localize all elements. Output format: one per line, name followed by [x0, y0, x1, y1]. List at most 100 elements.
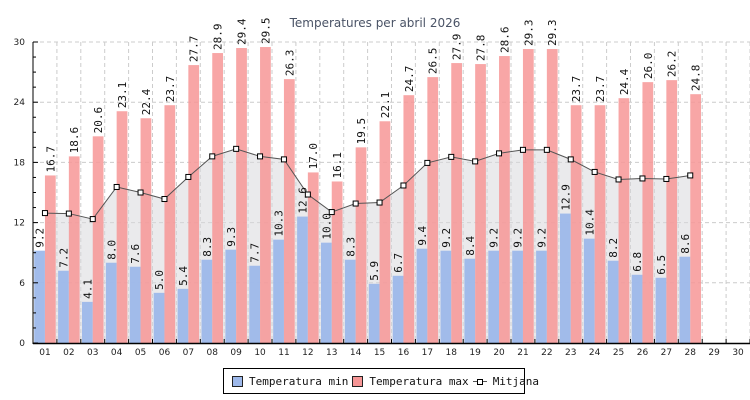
label-min-18: 9.2 — [440, 228, 453, 248]
bar-max-05 — [140, 118, 152, 344]
bar-min-08 — [201, 259, 213, 343]
mean-marker-15 — [376, 199, 383, 206]
x-tick-label-27: 27 — [661, 348, 672, 358]
bar-max-15 — [379, 121, 391, 343]
bar-max-17 — [427, 77, 439, 343]
x-tick-label-07: 07 — [183, 348, 194, 358]
x-tick-label-09: 09 — [230, 348, 242, 358]
x-tick-label-23: 23 — [565, 348, 576, 358]
mean-marker-26 — [639, 175, 646, 182]
x-tick-label-04: 04 — [111, 348, 123, 358]
label-min-13: 10.0 — [320, 213, 333, 240]
x-tick-label-05: 05 — [135, 348, 146, 358]
label-max-17: 26.5 — [427, 48, 440, 75]
mean-marker-23 — [567, 156, 574, 163]
mean-line — [41, 145, 694, 223]
label-min-06: 5.0 — [153, 270, 166, 290]
mean-marker-11 — [280, 156, 287, 163]
mean-marker-05 — [137, 189, 144, 196]
mean-marker-17 — [424, 159, 431, 166]
legend: Temperatura min Temperatura max Mitjana — [223, 368, 539, 394]
bar-max-23 — [570, 105, 582, 344]
mean-marker-08 — [209, 153, 216, 160]
x-tick-label-25: 25 — [613, 348, 624, 358]
bar-min-17 — [416, 248, 428, 343]
x-tick-label-03: 03 — [87, 348, 98, 358]
label-max-07: 27.7 — [188, 36, 201, 63]
mean-marker-21 — [519, 146, 526, 153]
label-min-27: 6.5 — [655, 255, 668, 275]
bar-min-12 — [297, 216, 308, 343]
label-min-02: 7.2 — [57, 248, 70, 268]
bar-min-04 — [105, 262, 117, 343]
y-tick-label: 6 — [19, 279, 25, 289]
bar-max-03 — [92, 136, 104, 343]
label-min-14: 8.3 — [344, 237, 357, 257]
bar-min-05 — [129, 266, 141, 343]
bar-max-18 — [451, 63, 463, 343]
mean-marker-16 — [400, 182, 407, 189]
bar-max-22 — [546, 49, 558, 343]
mean-marker-04 — [113, 183, 120, 190]
mean-marker-13 — [328, 209, 335, 216]
mean-marker-19 — [472, 158, 479, 165]
bar-max-27 — [666, 80, 678, 344]
mean-marker-28 — [687, 172, 694, 179]
bar-min-19 — [464, 258, 476, 343]
mean-marker-10 — [257, 153, 264, 160]
mean-marker-20 — [496, 150, 503, 157]
label-min-15: 5.9 — [368, 261, 381, 281]
label-max-21: 29.3 — [522, 20, 535, 47]
legend-swatch-max — [352, 375, 364, 387]
bar-max-13 — [331, 181, 343, 343]
label-min-12: 12.6 — [296, 187, 309, 214]
label-min-19: 8.4 — [464, 235, 477, 255]
bar-min-11 — [273, 239, 284, 343]
legend-item-max: Temperatura max — [352, 374, 469, 388]
label-max-25: 24.4 — [618, 68, 631, 95]
bar-min-09 — [225, 249, 237, 343]
data-labels: 9.2 7.2 4.1 8.0 7.6 5.0 5.4 8.3 9.3 7.7 10.3 12.6 10… — [34, 18, 703, 299]
y-tick-label: 0 — [19, 339, 25, 349]
label-min-09: 9.3 — [225, 227, 238, 247]
label-max-03: 20.6 — [92, 107, 105, 134]
label-max-14: 19.5 — [355, 118, 368, 145]
label-max-23: 23.7 — [570, 76, 583, 103]
mean-marker-27 — [663, 175, 670, 182]
mean-polyline — [44, 148, 691, 220]
label-min-24: 10.4 — [583, 209, 596, 236]
bar-min-24 — [583, 238, 595, 343]
bar-min-03 — [81, 301, 93, 343]
bar-min-18 — [440, 250, 452, 343]
y-tick-label: 30 — [14, 38, 26, 48]
legend-item-mean: Mitjana — [472, 375, 539, 388]
legend-label-max: Temperatura max — [369, 374, 469, 388]
bar-max-04 — [116, 111, 128, 343]
bar-max-14 — [355, 147, 367, 343]
bar-max-09 — [236, 48, 247, 344]
bar-min-16 — [392, 275, 404, 343]
label-min-07: 5.4 — [177, 266, 190, 286]
legend-label-min: Temperatura min — [249, 374, 349, 388]
bar-max-10 — [260, 47, 271, 344]
min-bars — [34, 213, 691, 343]
x-tick-label-28: 28 — [685, 348, 697, 358]
label-min-01: 9.2 — [34, 228, 47, 248]
bar-max-07 — [188, 65, 200, 344]
bar-max-06 — [164, 105, 176, 344]
chart-title: Temperatures per abril 2026 — [289, 16, 461, 30]
label-max-05: 22.4 — [140, 88, 153, 115]
label-max-19: 27.8 — [475, 35, 488, 62]
y-tick-label: 24 — [14, 98, 26, 108]
x-tick-label-14: 14 — [350, 348, 362, 358]
bar-max-24 — [594, 105, 606, 344]
bar-max-26 — [642, 82, 654, 343]
x-tick-label-30: 30 — [732, 348, 744, 358]
x-tick-label-20: 20 — [493, 348, 505, 358]
bar-min-01 — [34, 250, 45, 343]
legend-line-marker-icon — [472, 376, 487, 387]
label-max-09: 29.4 — [236, 18, 249, 45]
x-tick-label-19: 19 — [469, 348, 481, 358]
bar-min-23 — [559, 213, 571, 343]
